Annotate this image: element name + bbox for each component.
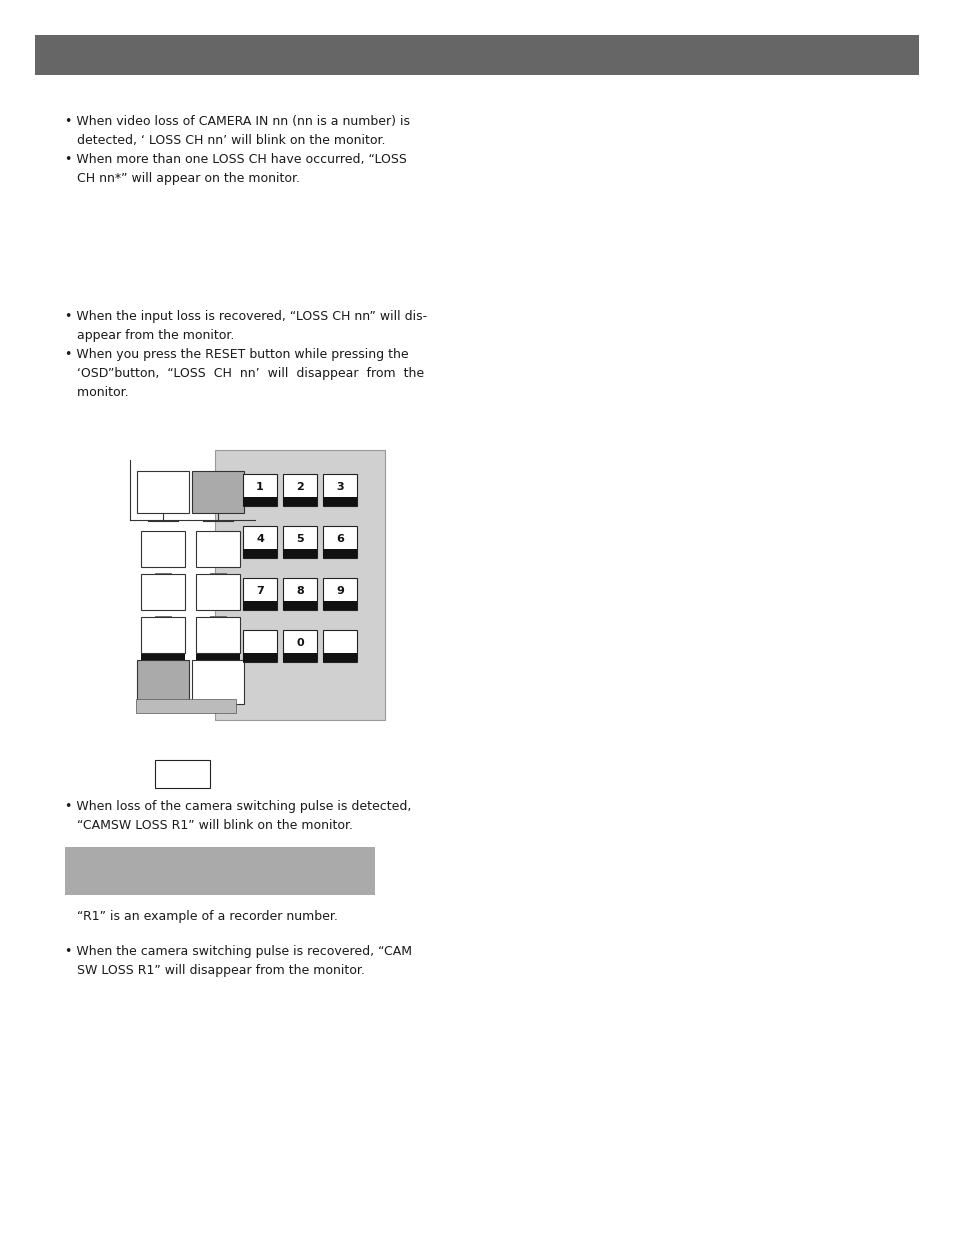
Text: CH nn*” will appear on the monitor.: CH nn*” will appear on the monitor. [65,172,299,185]
Bar [283,526,316,558]
Text: ‘OSD”button,  “LOSS  CH  nn’  will  disappear  from  the: ‘OSD”button, “LOSS CH nn’ will disappear… [65,367,424,380]
Bar [243,550,276,558]
Text: 5: 5 [295,534,303,543]
Bar [195,531,240,567]
Bar [214,450,385,720]
Bar [283,601,316,610]
Bar [154,760,210,788]
Bar [192,659,244,704]
Text: • When loss of the camera switching pulse is detected,: • When loss of the camera switching puls… [65,800,411,813]
Bar [137,659,189,704]
Text: • When the camera switching pulse is recovered, “CAM: • When the camera switching pulse is rec… [65,945,412,958]
Bar [243,526,276,558]
Text: appear from the monitor.: appear from the monitor. [65,329,234,342]
Bar [323,474,356,506]
Bar [65,847,375,895]
Bar [243,630,276,662]
Text: 1: 1 [255,482,264,492]
Bar [323,630,356,662]
Bar [136,699,235,713]
Bar [283,550,316,558]
Bar [323,550,356,558]
Bar [323,496,356,506]
Bar [141,574,185,610]
Bar [154,573,171,580]
Bar [141,618,185,653]
Bar [323,653,356,662]
Text: 0: 0 [295,638,303,648]
Bar [35,35,918,75]
Bar [137,471,189,513]
Bar [283,496,316,506]
Text: • When the input loss is recovered, “LOSS CH nn” will dis-: • When the input loss is recovered, “LOS… [65,310,427,324]
Text: 8: 8 [295,585,304,597]
Text: 6: 6 [335,534,344,543]
Bar [283,578,316,610]
Bar [283,653,316,662]
Bar [141,531,185,567]
Text: monitor.: monitor. [65,387,129,399]
Bar [323,601,356,610]
Bar [154,616,171,624]
Bar [141,655,185,663]
Text: • When more than one LOSS CH have occurred, “LOSS: • When more than one LOSS CH have occurr… [65,153,406,165]
Bar [243,496,276,506]
Bar [195,574,240,610]
Bar [195,618,240,653]
Text: “R1” is an example of a recorder number.: “R1” is an example of a recorder number. [65,910,337,923]
Text: “CAMSW LOSS R1” will blink on the monitor.: “CAMSW LOSS R1” will blink on the monito… [65,819,353,832]
Text: 9: 9 [335,585,344,597]
Text: • When you press the RESET button while pressing the: • When you press the RESET button while … [65,348,408,361]
Bar [195,655,240,663]
Bar [243,578,276,610]
Text: 3: 3 [335,482,343,492]
Bar [283,474,316,506]
Bar [283,630,316,662]
Bar [192,471,244,513]
Bar [323,526,356,558]
Text: detected, ‘ LOSS CH nn’ will blink on the monitor.: detected, ‘ LOSS CH nn’ will blink on th… [65,135,385,147]
Bar [243,474,276,506]
Bar [243,601,276,610]
Text: 4: 4 [255,534,264,543]
Text: 7: 7 [255,585,264,597]
Bar [323,578,356,610]
Text: • When video loss of CAMERA IN nn (nn is a number) is: • When video loss of CAMERA IN nn (nn is… [65,115,410,128]
Bar [210,616,226,624]
Bar [243,653,276,662]
Text: SW LOSS R1” will disappear from the monitor.: SW LOSS R1” will disappear from the moni… [65,965,364,977]
Text: 2: 2 [295,482,304,492]
Bar [210,573,226,580]
